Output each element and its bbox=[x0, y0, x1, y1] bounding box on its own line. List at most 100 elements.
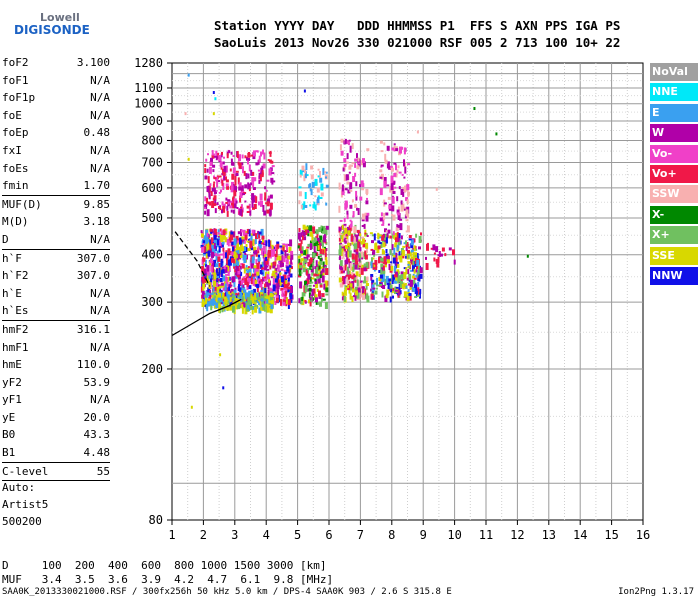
echo-point bbox=[322, 230, 326, 234]
echo-point bbox=[324, 228, 328, 235]
echo-point bbox=[374, 290, 378, 295]
echo-point bbox=[299, 174, 302, 178]
echo-point bbox=[341, 296, 345, 301]
x-tick-label: 15 bbox=[604, 528, 618, 542]
echo-point bbox=[212, 283, 215, 291]
echo-point bbox=[283, 269, 287, 272]
echo-point bbox=[245, 274, 248, 277]
echo-point bbox=[307, 233, 310, 237]
echo-point bbox=[389, 166, 393, 170]
echo-point bbox=[205, 264, 208, 268]
echo-point bbox=[217, 253, 221, 257]
echo-point bbox=[206, 232, 209, 239]
echo-point bbox=[397, 237, 400, 242]
echo-point bbox=[405, 240, 407, 245]
echo-point bbox=[355, 249, 358, 252]
echo-point bbox=[403, 206, 407, 210]
echo-point bbox=[259, 264, 263, 269]
echo-point bbox=[227, 269, 230, 276]
echo-point bbox=[232, 276, 236, 284]
echo-point bbox=[222, 233, 225, 240]
echo-point bbox=[339, 284, 343, 288]
echo-point bbox=[383, 202, 387, 205]
echo-point bbox=[217, 256, 221, 262]
echo-point bbox=[393, 279, 397, 284]
echo-point bbox=[261, 248, 264, 256]
echo-point bbox=[208, 194, 211, 200]
echo-point bbox=[242, 276, 246, 282]
echo-point bbox=[207, 239, 210, 242]
echo-point bbox=[286, 259, 289, 265]
echo-point bbox=[220, 189, 222, 193]
echo-point bbox=[360, 251, 364, 258]
x-tick-label: 6 bbox=[325, 528, 332, 542]
echo-point bbox=[353, 249, 357, 253]
echo-point bbox=[234, 275, 238, 279]
echo-point bbox=[366, 148, 370, 152]
echo-point bbox=[283, 295, 286, 300]
echo-point bbox=[237, 295, 241, 298]
echo-point bbox=[378, 270, 382, 273]
echo-point bbox=[357, 267, 361, 270]
echo-point bbox=[352, 211, 355, 217]
echo-point bbox=[387, 283, 391, 289]
echo-point bbox=[218, 154, 222, 161]
echo-point bbox=[271, 244, 274, 250]
echo-point bbox=[380, 165, 383, 168]
echo-point bbox=[285, 279, 288, 284]
echo-point bbox=[229, 297, 232, 303]
echo-point bbox=[344, 202, 348, 210]
param-label: hmF2 bbox=[2, 322, 29, 336]
echo-point bbox=[278, 255, 282, 263]
param-separator bbox=[2, 194, 110, 196]
echo-point bbox=[283, 274, 287, 281]
echo-point bbox=[398, 255, 401, 260]
echo-point bbox=[314, 266, 318, 270]
echo-point bbox=[213, 175, 215, 179]
echo-point bbox=[261, 235, 265, 240]
echo-point bbox=[269, 194, 273, 199]
echo-point bbox=[204, 205, 208, 209]
echo-point bbox=[235, 258, 238, 265]
echo-point bbox=[319, 258, 322, 263]
echo-point bbox=[357, 162, 361, 165]
echo-point bbox=[365, 242, 369, 249]
echo-point bbox=[338, 182, 341, 190]
echo-point bbox=[214, 253, 218, 257]
echo-point bbox=[224, 296, 227, 304]
echo-point bbox=[426, 243, 429, 251]
echo-point bbox=[210, 299, 214, 306]
legend-entry: W bbox=[650, 124, 698, 143]
echo-point bbox=[310, 267, 313, 270]
echo-point bbox=[241, 236, 245, 240]
echo-point bbox=[280, 287, 284, 291]
echo-point bbox=[340, 267, 344, 271]
echo-point bbox=[211, 153, 215, 156]
echo-point bbox=[207, 250, 211, 257]
echo-point bbox=[206, 271, 210, 276]
echo-point bbox=[202, 240, 206, 244]
echo-point bbox=[379, 176, 383, 179]
echo-point bbox=[391, 275, 394, 281]
x-tick-label: 16 bbox=[636, 528, 650, 542]
echo-point bbox=[410, 269, 413, 272]
echo-point bbox=[247, 158, 250, 161]
echo-point bbox=[213, 228, 217, 233]
echo-point bbox=[241, 246, 244, 252]
param-row: hmF2 316.1 bbox=[2, 321, 110, 339]
echo-point bbox=[311, 272, 314, 276]
echo-point bbox=[362, 286, 365, 294]
echo-point bbox=[398, 275, 402, 283]
echo-point bbox=[359, 280, 363, 283]
echo-point bbox=[270, 301, 273, 304]
echo-point bbox=[343, 233, 345, 236]
param-label: hmE bbox=[2, 358, 22, 372]
echo-point bbox=[298, 191, 302, 197]
echo-point bbox=[274, 301, 277, 305]
param-value: 110.0 bbox=[76, 358, 110, 372]
legend-entry: NNE bbox=[650, 83, 698, 102]
echo-point bbox=[233, 201, 237, 209]
echo-point bbox=[413, 277, 417, 280]
echo-point bbox=[213, 177, 217, 180]
echo-point bbox=[235, 170, 239, 173]
